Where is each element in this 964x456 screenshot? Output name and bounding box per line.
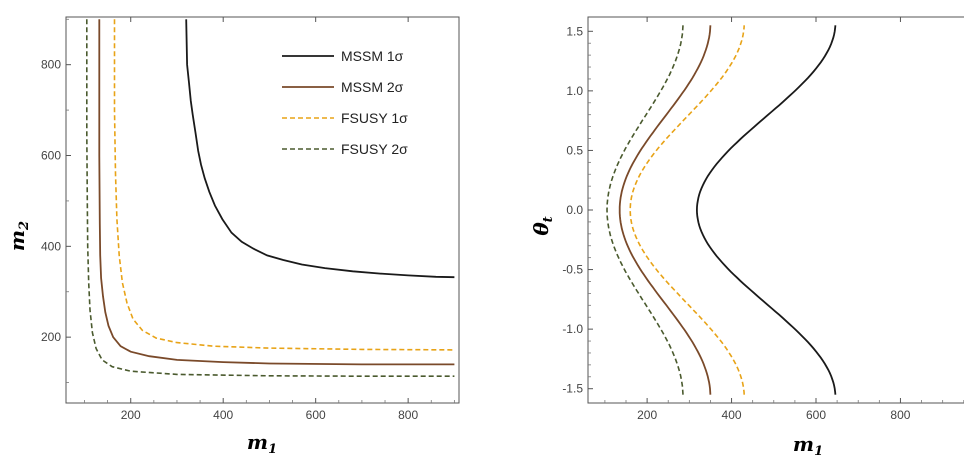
- left-y-tick-label: 400: [41, 239, 61, 253]
- left-y-axis-title: m2: [5, 221, 32, 251]
- left-y-tick-label: 200: [41, 330, 61, 344]
- left-curves: [86, 19, 455, 377]
- legend-label-mssm-2sigma: MSSM 2σ: [341, 79, 404, 95]
- right-y-tick-label: -1.5: [562, 382, 583, 396]
- left-panel: 200 400 600 800 200 400 600 800 MSSM 1σ MSSM 2σ F…: [5, 16, 460, 456]
- right-y-tick-label: -1.0: [562, 322, 583, 336]
- right-x-axis-title: m1: [793, 432, 823, 456]
- legend: MSSM 1σ MSSM 2σ FSUSY 1σ FSUSY 2σ: [282, 48, 408, 157]
- right-y-tick-label: -0.5: [562, 263, 583, 277]
- left-curve-mssm-2sigma: [98, 19, 455, 366]
- right-curve-fsusy-1sigma: [629, 25, 745, 395]
- right-x-tick-label: 800: [890, 408, 910, 422]
- right-x-tick-label: 400: [722, 408, 742, 422]
- left-y-tick-label: 600: [41, 149, 61, 163]
- right-y-axis-title: θt: [529, 216, 556, 235]
- left-x-axis-title: m1: [247, 430, 277, 456]
- right-panel: 200 400 600 800-1.5-1.0-0.50.00.51.01.5 m1 …: [529, 16, 964, 456]
- right-x-tick-label: 600: [806, 408, 826, 422]
- legend-label-fsusy-2sigma: FSUSY 2σ: [341, 141, 408, 157]
- left-ticks: 200 400 600 800 200 400 600 800: [41, 17, 455, 422]
- left-x-tick-label: 800: [398, 408, 418, 422]
- right-y-tick-label: 1.5: [566, 24, 583, 38]
- right-y-tick-label: 0.0: [566, 203, 583, 217]
- right-ticks: 200 400 600 800 -1.5 -1.0 -0.5 0.0 0.5 1.0 1.5: [562, 17, 964, 422]
- left-curve-fsusy-1sigma: [113, 19, 455, 351]
- right-x-tick-label: 200: [637, 408, 657, 422]
- right-y-tick-label: 0.5: [566, 143, 583, 157]
- right-plot-frame: [587, 16, 964, 404]
- right-y-tick-label: 1.0: [566, 84, 583, 98]
- left-curve-fsusy-2sigma: [86, 19, 455, 377]
- right-curves: [606, 25, 837, 395]
- left-x-tick-label: 200: [121, 408, 141, 422]
- left-y-tick-label: 800: [41, 58, 61, 72]
- right-curve-mssm-2sigma: [618, 25, 712, 395]
- legend-label-fsusy-1sigma: FSUSY 1σ: [341, 110, 408, 126]
- right-curve-mssm-1sigma: [695, 25, 837, 395]
- left-plot-frame: [65, 16, 460, 404]
- legend-label-mssm-1sigma: MSSM 1σ: [341, 48, 404, 64]
- left-x-tick-label: 400: [213, 408, 233, 422]
- left-curve-mssm-1sigma: [185, 19, 455, 279]
- left-x-tick-label: 600: [306, 408, 326, 422]
- right-curve-fsusy-2sigma: [606, 25, 684, 395]
